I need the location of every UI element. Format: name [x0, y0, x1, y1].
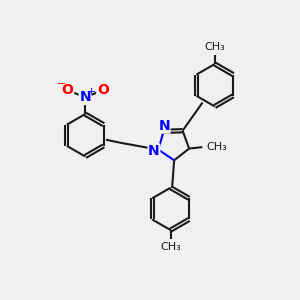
Text: O: O: [97, 83, 109, 97]
Text: CH₃: CH₃: [204, 42, 225, 52]
Text: +: +: [87, 87, 96, 97]
Text: N: N: [158, 119, 170, 133]
Text: CH₃: CH₃: [207, 142, 227, 152]
Text: CH₃: CH₃: [160, 242, 181, 253]
Text: N: N: [80, 90, 91, 104]
Text: O: O: [61, 83, 74, 97]
Text: N: N: [148, 144, 160, 158]
Text: −: −: [57, 79, 66, 89]
